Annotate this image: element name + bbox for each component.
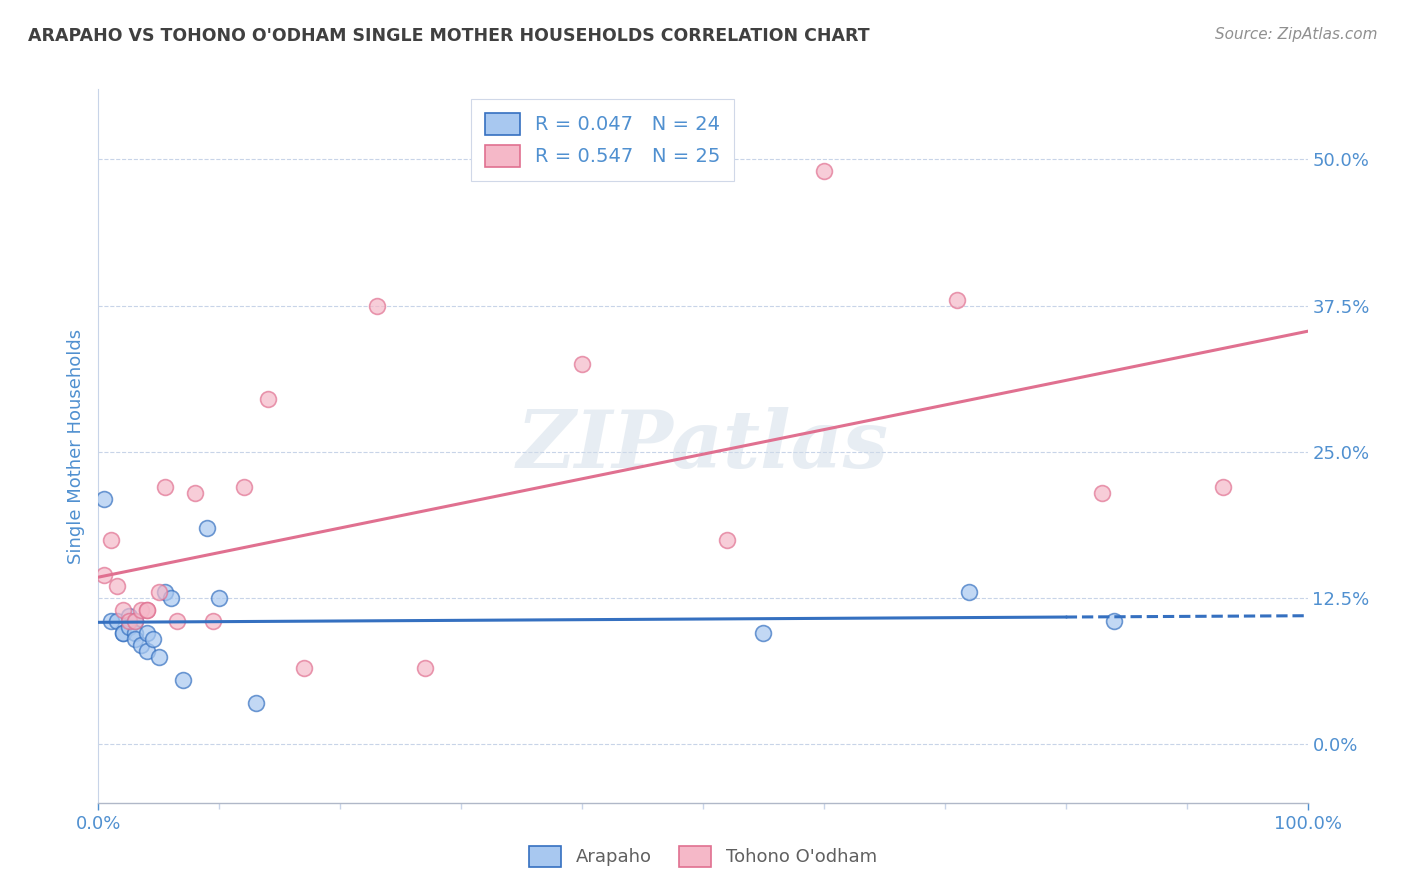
Point xyxy=(93,567,115,582)
Point xyxy=(148,585,170,599)
Point xyxy=(202,615,225,629)
Point xyxy=(129,603,152,617)
Point xyxy=(716,533,738,547)
Point xyxy=(93,491,115,506)
Legend: Arapaho, Tohono O'odham: Arapaho, Tohono O'odham xyxy=(520,837,886,876)
Point xyxy=(100,615,122,629)
Text: Source: ZipAtlas.com: Source: ZipAtlas.com xyxy=(1215,27,1378,42)
Point xyxy=(1091,485,1114,500)
Point xyxy=(366,299,388,313)
Point xyxy=(166,615,188,629)
Point xyxy=(135,603,157,617)
Point xyxy=(142,632,165,646)
Point xyxy=(813,164,835,178)
Point xyxy=(752,626,775,640)
Point xyxy=(413,661,436,675)
Text: ZIPatlas: ZIPatlas xyxy=(517,408,889,484)
Point xyxy=(124,626,146,640)
Point xyxy=(172,673,194,687)
Point xyxy=(957,585,980,599)
Point xyxy=(1212,480,1234,494)
Point xyxy=(232,480,254,494)
Point xyxy=(153,480,176,494)
Point xyxy=(195,521,218,535)
Point xyxy=(118,608,141,623)
Point xyxy=(256,392,278,407)
Point xyxy=(135,603,157,617)
Point xyxy=(124,615,146,629)
Point xyxy=(571,357,593,371)
Point xyxy=(129,638,152,652)
Point xyxy=(111,626,134,640)
Point xyxy=(124,632,146,646)
Text: ARAPAHO VS TOHONO O'ODHAM SINGLE MOTHER HOUSEHOLDS CORRELATION CHART: ARAPAHO VS TOHONO O'ODHAM SINGLE MOTHER … xyxy=(28,27,870,45)
Point xyxy=(160,591,183,605)
Point xyxy=(105,579,128,593)
Point xyxy=(105,615,128,629)
Point xyxy=(100,533,122,547)
Point xyxy=(135,644,157,658)
Point xyxy=(208,591,231,605)
Point xyxy=(292,661,315,675)
Y-axis label: Single Mother Households: Single Mother Households xyxy=(66,328,84,564)
Point xyxy=(245,697,267,711)
Point xyxy=(111,603,134,617)
Point xyxy=(1102,615,1125,629)
Point xyxy=(124,615,146,629)
Point xyxy=(148,649,170,664)
Point xyxy=(135,626,157,640)
Point xyxy=(118,615,141,629)
Point xyxy=(111,626,134,640)
Point xyxy=(153,585,176,599)
Point xyxy=(184,485,207,500)
Point xyxy=(946,293,969,307)
Point xyxy=(118,620,141,634)
